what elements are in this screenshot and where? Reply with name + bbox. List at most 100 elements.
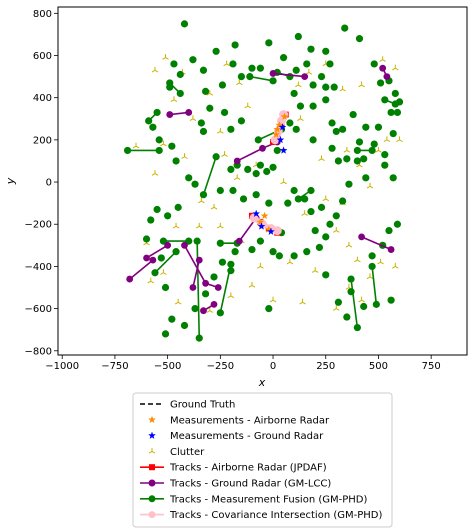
gm-phd-point — [189, 56, 197, 64]
x-tick-label: 0 — [270, 361, 276, 372]
gm-lcc-track-line — [192, 259, 201, 288]
clutter-point — [227, 292, 235, 299]
gm-phd-point — [292, 66, 300, 74]
gm-lcc-track-point — [189, 284, 197, 291]
gm-phd-point — [290, 186, 298, 195]
gm-phd-point — [218, 258, 227, 266]
gm-phd-point — [315, 243, 324, 252]
gm-lcc-track-point — [126, 275, 134, 283]
clutter-point — [383, 136, 391, 143]
clutter-point — [172, 222, 180, 229]
gm-phd-point — [309, 81, 317, 89]
gm-lcc-track-point — [214, 284, 222, 291]
x-axis-label: x — [258, 376, 266, 389]
gm-phd-point — [199, 66, 208, 74]
gm-phd-point — [368, 252, 376, 260]
legend-label: Ground Truth — [170, 400, 235, 411]
gm-phd-point — [360, 155, 368, 163]
gm-phd-point — [153, 205, 161, 214]
clutter-point — [147, 277, 155, 284]
gm-lcc-track-point — [185, 109, 193, 116]
gm-phd-point — [296, 102, 305, 110]
gm-phd-point — [317, 73, 326, 81]
gm-phd-track-line — [371, 266, 378, 305]
y-tick-label: −200 — [25, 220, 52, 231]
clutter-point — [162, 54, 169, 60]
plot-area — [123, 20, 404, 342]
legend-swatch-star — [148, 415, 156, 424]
clutter-point — [299, 298, 306, 305]
gm-phd-track-point — [151, 269, 159, 277]
gm-phd-point — [265, 305, 273, 313]
x-tick-label: 500 — [369, 361, 388, 372]
clutter-point — [345, 241, 353, 248]
clutter-point — [305, 68, 313, 75]
gm-phd-point — [317, 203, 326, 211]
gm-phd-point — [330, 83, 338, 91]
gm-phd-point — [155, 136, 163, 144]
x-tick-label: −500 — [154, 361, 181, 372]
gm-phd-point — [237, 117, 246, 125]
legend-swatch-tri — [148, 447, 156, 454]
gm-lcc-track-point — [200, 307, 207, 315]
gm-phd-point — [309, 102, 317, 110]
gm-phd-point — [334, 298, 342, 306]
gm-phd-track-line — [154, 251, 177, 274]
gm-phd-track-point — [269, 77, 277, 85]
gm-phd-point — [284, 199, 292, 207]
gm-phd-point — [349, 110, 357, 119]
y-axis: −800 −600 −400 −200 0 200 400 600 800 — [25, 9, 58, 357]
gm-phd-point — [347, 288, 355, 296]
gm-phd-point — [355, 35, 364, 43]
gm-phd-point — [229, 186, 237, 195]
gm-phd-point — [301, 195, 309, 203]
gm-phd-point — [279, 54, 288, 62]
clutter-point — [132, 142, 140, 149]
gm-phd-point — [339, 197, 347, 205]
clutter-point — [392, 64, 399, 71]
gm-phd-point — [231, 248, 239, 256]
clutter-point — [318, 155, 325, 162]
x-tick-label: −1000 — [45, 361, 79, 372]
gm-phd-point — [174, 203, 182, 211]
gm-phd-point — [370, 60, 378, 68]
x-tick-label: 250 — [316, 361, 335, 372]
gm-lcc-track-line — [129, 259, 154, 280]
gm-phd-point — [269, 163, 277, 171]
legend-swatch-marker — [148, 495, 156, 503]
gm-phd-point — [339, 125, 347, 133]
legend-label: Tracks - Covariance Intersection (GM-PHD… — [169, 510, 382, 521]
gm-lcc-track-point — [379, 64, 387, 72]
gm-phd-point — [256, 237, 264, 245]
legend: Ground Truth Measurements - Airborne Rada… — [132, 392, 393, 528]
gm-phd-point — [227, 267, 235, 275]
gm-lcc-track-point — [301, 73, 309, 80]
x-tick-label: 750 — [422, 361, 441, 372]
gm-phd-track-point — [227, 260, 235, 268]
legend-label: Measurements - Airborne Radar — [170, 415, 330, 426]
gm-phd-point — [197, 119, 205, 127]
gm-phd-point — [239, 195, 248, 203]
gm-phd-point — [343, 313, 351, 321]
gm-phd-track-point — [185, 237, 193, 245]
gm-phd-point — [244, 165, 252, 173]
clutter-point — [151, 66, 159, 73]
gm-phd-track-point — [159, 237, 168, 245]
airborne-measurement-point — [275, 121, 284, 129]
gm-phd-track-point — [216, 239, 224, 247]
legend-swatch-marker — [149, 464, 155, 471]
gm-phd-point — [142, 235, 151, 243]
gm-phd-point — [374, 123, 383, 131]
gm-phd-point — [218, 81, 227, 89]
gm-phd-point — [326, 60, 334, 68]
airborne-measurement-point — [256, 218, 265, 226]
ground-measurement-point — [252, 209, 260, 217]
gm-phd-track-point — [155, 146, 163, 155]
y-tick-label: 0 — [46, 178, 52, 189]
clutter-point — [257, 262, 264, 269]
gm-phd-point — [229, 60, 237, 68]
ci-track-point — [249, 213, 259, 223]
gm-phd-point — [212, 47, 220, 55]
gm-phd-point — [201, 290, 210, 298]
clutter-point — [236, 79, 243, 86]
